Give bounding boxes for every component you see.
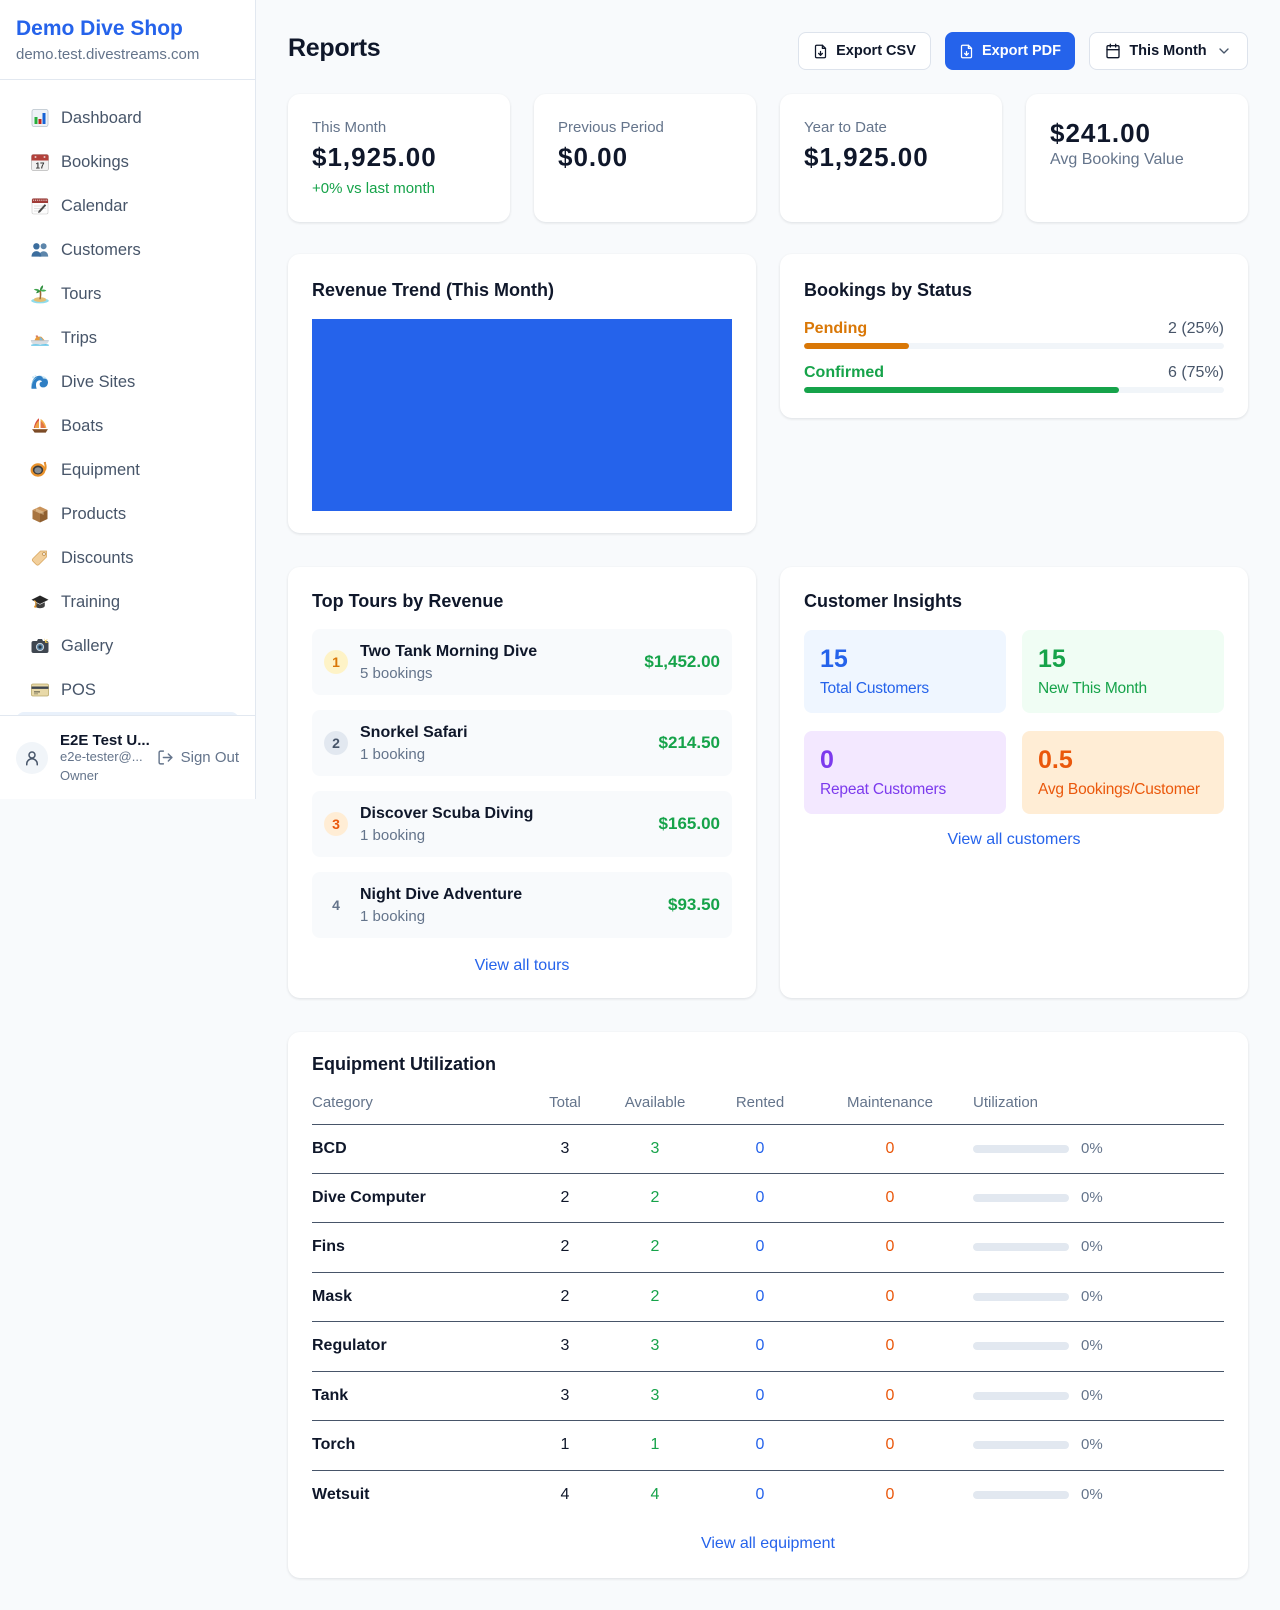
svg-text:17: 17 bbox=[36, 162, 45, 171]
